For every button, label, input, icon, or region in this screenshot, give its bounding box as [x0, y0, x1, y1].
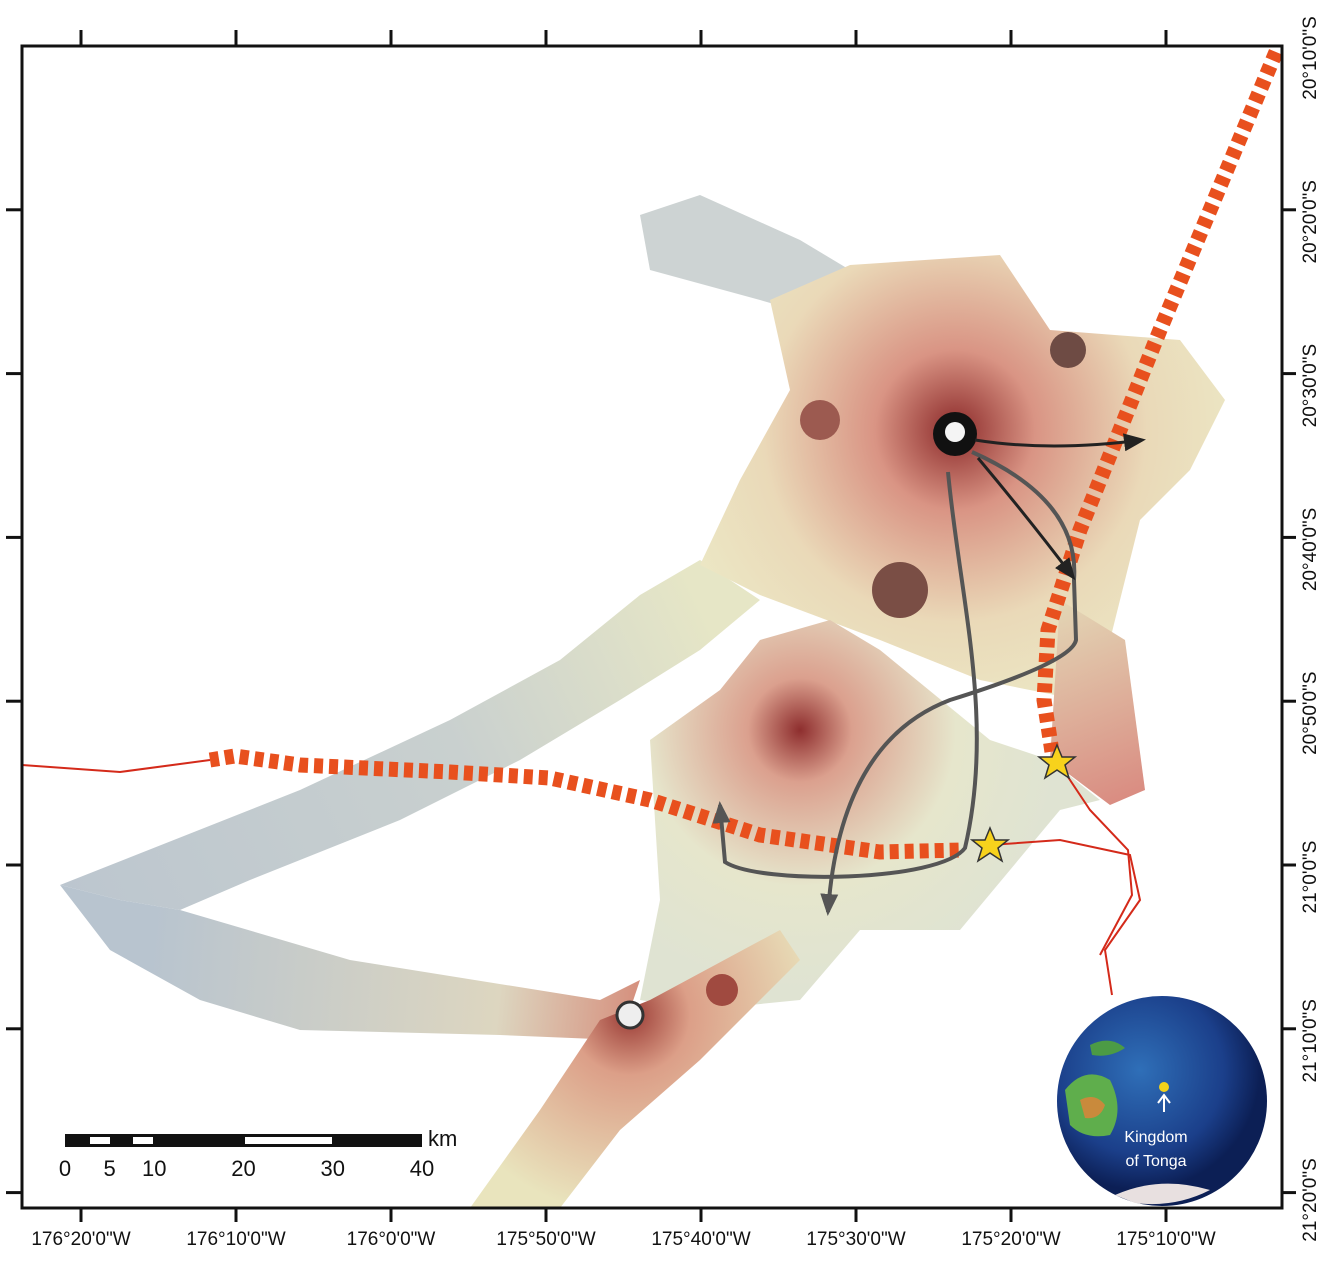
scale-unit: km	[428, 1126, 457, 1151]
swath	[60, 885, 640, 1040]
seamount	[800, 400, 840, 440]
map: Kingdom of Tonga km 0 5 10 20 30 40 176°20'0"…	[0, 0, 1326, 1256]
seamount	[1050, 332, 1086, 368]
ship-track	[22, 760, 210, 772]
y-coord-label: 20°20'0"S	[1300, 180, 1321, 263]
scale-segment	[245, 1137, 332, 1144]
y-coord-label: 20°10'0"S	[1300, 16, 1321, 99]
inset-globe: Kingdom of Tonga	[1057, 996, 1267, 1206]
y-coord-label: 21°20'0"S	[1300, 1158, 1321, 1241]
tonga-dot	[1159, 1082, 1169, 1092]
swath	[700, 255, 1225, 700]
scale-label: 10	[142, 1156, 166, 1181]
y-coord-label: 21°10'0"S	[1300, 999, 1321, 1082]
vent	[617, 1002, 643, 1028]
scale-bar: km 0 5 10 20 30 40	[59, 1126, 457, 1181]
x-coord-label: 175°30'0"W	[806, 1229, 905, 1250]
inset-label: of Tonga	[1125, 1153, 1186, 1170]
y-coord-label: 21°0'0"S	[1300, 841, 1321, 914]
scale-label: 5	[104, 1156, 116, 1181]
scale-segment	[65, 1134, 422, 1147]
y-coord-label: 20°40'0"S	[1300, 508, 1321, 591]
scale-segment	[133, 1137, 153, 1144]
x-coord-label: 176°10'0"W	[186, 1229, 285, 1250]
y-coord-label: 20°50'0"S	[1300, 671, 1321, 754]
x-coord-label: 176°20'0"W	[31, 1229, 130, 1250]
scale-label: 0	[59, 1156, 71, 1181]
x-coord-label: 175°10'0"W	[1116, 1229, 1215, 1250]
swath	[470, 930, 800, 1208]
x-coord-label: 176°0'0"W	[347, 1229, 436, 1250]
x-coord-label: 175°20'0"W	[961, 1229, 1060, 1250]
swath	[60, 560, 760, 910]
page: {"map": { "x_labels": ["176°20'0\"W", "1…	[0, 0, 1326, 1256]
x-coord-label: 175°50'0"W	[496, 1229, 595, 1250]
seamount	[872, 562, 928, 618]
inset-label: Kingdom	[1124, 1129, 1187, 1146]
seamount	[706, 974, 738, 1006]
scale-label: 30	[321, 1156, 345, 1181]
scale-label: 20	[231, 1156, 255, 1181]
volcano-crater	[945, 422, 965, 442]
x-coord-label: 175°40'0"W	[651, 1229, 750, 1250]
y-coord-label: 20°30'0"S	[1300, 344, 1321, 427]
scale-segment	[90, 1137, 110, 1144]
scale-label: 40	[410, 1156, 434, 1181]
